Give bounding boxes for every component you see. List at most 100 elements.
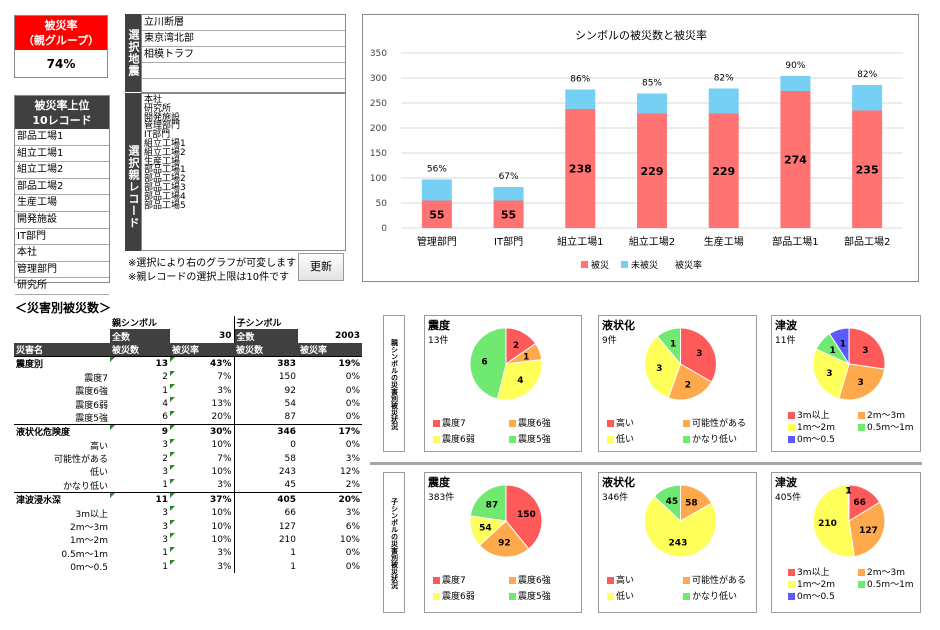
legend-swatch	[858, 412, 865, 419]
pie-slice	[469, 327, 507, 400]
legend-label: 震度7	[442, 419, 466, 429]
legend-label: 1m～2m	[797, 423, 835, 433]
parent-option[interactable]: 開発施設	[144, 112, 181, 123]
parent-option[interactable]: IT部門	[144, 130, 171, 141]
pie-title: 震度	[428, 476, 450, 489]
bar-value-label: 274	[784, 154, 807, 167]
group-child-count: 405	[233, 492, 298, 507]
legend-swatch	[607, 436, 614, 443]
pie-legend-item: 2m～3m	[858, 565, 905, 578]
top10-item: 組立工場1	[15, 146, 109, 163]
note-line2: ※親レコードの選択上限は10件です	[128, 272, 290, 283]
legend-damaged: 被災	[591, 259, 609, 271]
parent-option[interactable]: 管理部門	[144, 121, 181, 132]
row-child-rate: 0%	[345, 399, 360, 410]
legend-swatch	[788, 436, 795, 443]
pie-legend-item: 低い	[607, 589, 634, 602]
damage-row-label: 1m～2m	[70, 536, 108, 547]
top10-title: 被災率上位 10レコード	[15, 96, 109, 129]
parent-option[interactable]: 部品工場2	[144, 174, 186, 185]
rate-value: 74%	[46, 57, 76, 71]
quake-option[interactable]: 立川断層	[142, 15, 345, 31]
legend-label: 2m～3m	[867, 568, 905, 578]
legend-label: 震度6強	[518, 419, 551, 429]
bar-rate-label: 82%	[857, 70, 877, 80]
damage-row-label: 0m～0.5	[70, 563, 108, 574]
parent-option[interactable]: 研究所	[144, 103, 172, 114]
parent-total-label: 全数	[110, 329, 170, 343]
group-parent-rate: 43%	[170, 356, 234, 371]
row-parent-count: 3	[162, 521, 168, 532]
parent-option[interactable]: 組立工場1	[144, 138, 186, 149]
parent-option[interactable]: 本社	[144, 95, 163, 105]
legend-swatch	[858, 581, 865, 588]
parent-option[interactable]: 部品工場4	[144, 191, 186, 202]
pie-count: 383件	[428, 493, 455, 503]
quake-option[interactable]	[142, 63, 345, 79]
group-child-rate: 19%	[298, 356, 362, 371]
pie-title: 液状化	[602, 319, 635, 332]
row-parent-count: 3	[162, 508, 168, 519]
pie-slice-label: 92	[498, 539, 511, 549]
bar-damaged	[852, 110, 883, 228]
row-child-rate: 0%	[345, 385, 360, 396]
quake-select-list[interactable]: 立川断層 東京湾北部 相模トラフ	[141, 14, 346, 95]
pie-slice	[653, 484, 681, 523]
legend-swatch	[433, 577, 440, 584]
pie-slice-label: 1	[830, 346, 836, 356]
pie-slice-label: 4	[517, 376, 523, 386]
y-tick-label: 100	[370, 174, 387, 184]
pie-legend-item: 震度6弱	[433, 589, 475, 602]
quake-option[interactable]: 東京湾北部	[142, 31, 345, 47]
child-side-label-box: 子シンボルの災害別被災状況	[383, 472, 405, 613]
row-parent-rate: 10%	[170, 519, 234, 533]
pie-slice-label: 3	[696, 349, 702, 359]
bar-undamaged	[565, 89, 596, 109]
row-child-count: 45	[233, 478, 298, 493]
legend-swatch	[607, 593, 614, 600]
rate-box: 被災率 （親グループ） 74%	[14, 15, 108, 78]
pie-count: 13件	[428, 336, 449, 346]
parent-option[interactable]: 生産工場	[144, 156, 181, 167]
legend-swatch	[683, 420, 690, 427]
group-parent-count: 13	[110, 356, 170, 371]
pie-separator	[370, 462, 922, 465]
y-tick-label: 0	[381, 224, 387, 234]
pie-slice	[812, 348, 850, 400]
legend-label: 0.5m～1m	[867, 580, 914, 590]
top10-item: 研究所	[15, 278, 109, 295]
row-parent-count: 2	[162, 372, 168, 383]
group-child-rate: 20%	[298, 492, 362, 507]
parent-option[interactable]: 部品工場1	[144, 165, 186, 176]
pie-title: 液状化	[602, 476, 635, 489]
row-child-rate: 10%	[339, 534, 360, 545]
pie-slice-label: 2	[513, 341, 519, 351]
top10-title-line1: 被災率上位	[34, 99, 90, 112]
x-tick-label: 部品工場1	[772, 235, 818, 248]
bar-value-label: 229	[712, 165, 735, 178]
pie-legend-item: 可能性がある	[683, 573, 746, 586]
bar-rate-label: 56%	[427, 165, 447, 175]
parent-option[interactable]: 部品工場5	[144, 200, 186, 211]
update-button[interactable]: 更新	[298, 253, 344, 281]
y-tick-label: 300	[370, 74, 387, 84]
child-side-label: 子シンボルの災害別被災状況	[390, 497, 399, 589]
row-parent-rate: 10%	[170, 533, 234, 546]
y-tick-label: 50	[376, 199, 388, 209]
quake-option[interactable]: 相模トラフ	[142, 47, 345, 63]
row-child-count: 243	[233, 465, 298, 479]
legend-swatch	[858, 424, 865, 431]
damage-row-label: 可能性がある	[53, 455, 108, 466]
pie-legend-item: 震度7	[433, 416, 466, 429]
pie-slice	[828, 327, 850, 366]
parent-option[interactable]: 組立工場2	[144, 147, 186, 158]
y-tick-label: 200	[370, 124, 387, 134]
parent-option[interactable]: 部品工場3	[144, 182, 186, 193]
row-child-count: 210	[233, 533, 298, 547]
parent-select-list[interactable]: 本社 研究所 開発施設 管理部門 IT部門 組立工場1 組立工場2 生産工場 部品工場1 部品工場…	[141, 93, 346, 251]
row-parent-rate: 3%	[170, 560, 234, 573]
bar-undamaged	[780, 76, 811, 91]
legend-label: 0m～0.5	[797, 592, 835, 602]
pie-slice	[848, 501, 886, 558]
legend-label: 0.5m～1m	[867, 423, 914, 433]
